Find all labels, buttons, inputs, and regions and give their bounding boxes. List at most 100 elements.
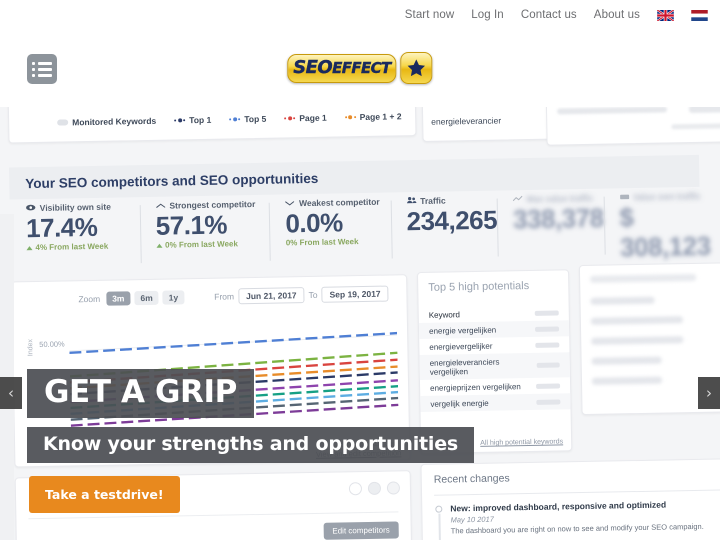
recent-changes-card: Recent changes New: improved dashboard, … [420,458,720,540]
list-item[interactable]: energieleveranciers vergelijken [419,352,570,381]
divider [434,489,720,496]
list-menu-icon[interactable] [27,54,57,84]
recent-changes-title: Recent changes [433,472,510,486]
legend-marker-icon [344,115,356,120]
take-a-testdrive-button[interactable]: Take a testdrive! [29,476,180,513]
zoom-option-6m[interactable]: 6m [134,290,159,306]
zoom-option-1y[interactable]: 1y [162,290,185,305]
kpi-weakest-competitor: Weakest competitor 0.0% 0% From last Wee… [269,197,391,271]
logo-text: SEOEFFECT [293,56,392,78]
money-icon [619,192,629,202]
top5-searches [535,341,560,348]
legend-label-monitored: Monitored Keywords [72,115,157,128]
top5-high-potentials-card: Top 5 high potentials Keyword energie ve… [416,269,573,455]
legend-marker-icon [284,116,296,121]
keyword-name: energieleverancier [431,115,502,127]
logo-effect: EFFECT [332,58,392,77]
all-high-potential-keywords-link[interactable]: All high potential keywords [480,438,564,447]
kpi-value: 0.0% [285,207,343,239]
section-title: Your SEO competitors and SEO opportuniti… [25,170,319,191]
list-item[interactable]: vergelijk energie [420,393,571,412]
eye-icon [26,203,36,213]
kpi-value: 338,378 [512,202,604,235]
view-competition-link[interactable]: View and edit competition [315,448,402,459]
chart-legend-card: Monitored Keywords Top 1 Top 5 Page 1 [7,107,417,144]
to-date-input[interactable]: Sep 19, 2017 [321,285,389,303]
blurred-row [591,336,684,345]
chart-y-tick: 50.00% [39,339,65,349]
carousel-prev-arrow-icon[interactable]: ‹ [0,377,22,409]
x-tick-2: 11. Sep [373,440,398,448]
kpi-value: 17.4% [25,211,98,244]
top5-keyword: energieleveranciers vergelijken [429,357,500,377]
status-badge [348,482,363,496]
nav-link-start-now[interactable]: Start now [404,9,455,21]
top5-searches [536,398,561,405]
legend-label-top1: Top 1 [189,114,212,126]
logo[interactable]: SEOEFFECT [287,52,433,84]
blurred-row [590,316,683,325]
kpi-label: Strongest competitor [155,199,269,211]
top5-searches [536,362,560,368]
carousel-next-arrow-icon[interactable]: › [698,377,720,409]
hero-carousel: Monitored Keywords Top 1 Top 5 Page 1 [0,107,720,540]
blurred-bar [688,107,720,114]
legend-label-top5: Top 5 [244,113,267,125]
site-header: SEOEFFECT [0,34,720,107]
status-badge [367,481,382,495]
zoom-option-3m[interactable]: 3m [106,291,131,306]
kpi-value: 234,265 [406,204,498,237]
kpi-label: Max value traffic [512,193,604,205]
legend-label-page1: Page 1 [299,112,327,124]
kpi-label-text: Value own traffic [633,190,701,203]
secondary-metrics-card [545,107,720,146]
top5-searches [536,382,561,389]
legend-series-monitored: Monitored Keywords [57,116,156,128]
legend-item-page12: Page 1 + 2 [344,111,402,122]
legend-marker-icon [229,117,241,122]
nav-link-log-in[interactable]: Log In [471,9,504,21]
blurred-row [591,376,663,385]
top5-searches [534,325,560,332]
chart-legend: Monitored Keywords Top 1 Top 5 Page 1 [57,111,402,127]
top5-keyword: energieprijzen vergelijken [430,381,521,393]
kpi-value: 57.1% [155,209,228,241]
kpi-label: Visibility own site [26,201,140,213]
x-tick-1: 28. Aug [339,441,364,449]
nav-link-contact-us[interactable]: Contact us [520,9,577,21]
kpi-label-text: Traffic [420,195,446,206]
kpi-label: Traffic [406,195,497,207]
top5-title: Top 5 high potentials [428,279,530,294]
zoom-label: Zoom [78,293,101,305]
caret-up-icon [26,245,33,250]
caret-up-icon [156,243,163,248]
kpi-delta: 0% From last Week [286,237,391,247]
blurred-title [590,273,697,283]
caret-up-icon [155,201,165,211]
edit-competitors-button[interactable]: Edit competitors [323,521,399,540]
kpi-value: $ 308,123 [619,202,711,263]
recent-change-date: May 10 2017 [450,514,494,525]
kpi-label: Value own traffic [619,191,710,203]
chart-y-axis-label: Index [27,338,35,357]
kpi-delta: 4% From last Week [26,241,140,252]
to-label: To [308,289,318,301]
status-badge [386,481,401,495]
top5-list: Keyword energie vergelijken energieverge… [418,304,571,412]
recent-change-title: New: improved dashboard, responsive and … [450,499,667,514]
timeline-dot-icon [435,505,443,513]
from-date-input[interactable]: Jun 21, 2017 [237,287,305,305]
flag-nl-icon[interactable] [691,9,708,21]
flag-uk-icon[interactable] [657,9,674,21]
nav-link-about-us[interactable]: About us [593,9,640,21]
logo-seo: SEO [293,56,333,78]
top5-keyword: vergelijk energie [430,398,489,409]
top-navigation: Start now Log In Contact us About us [405,9,708,21]
kpi-traffic: Traffic 234,265 [390,195,498,269]
menu-row-1 [32,61,52,65]
blurred-row [590,296,655,305]
kpi-label-text: Visibility own site [39,201,111,213]
chart-x-ticks: 28. Aug 11. Sep [340,440,397,448]
top-bar: Start now Log In Contact us About us [0,0,720,34]
